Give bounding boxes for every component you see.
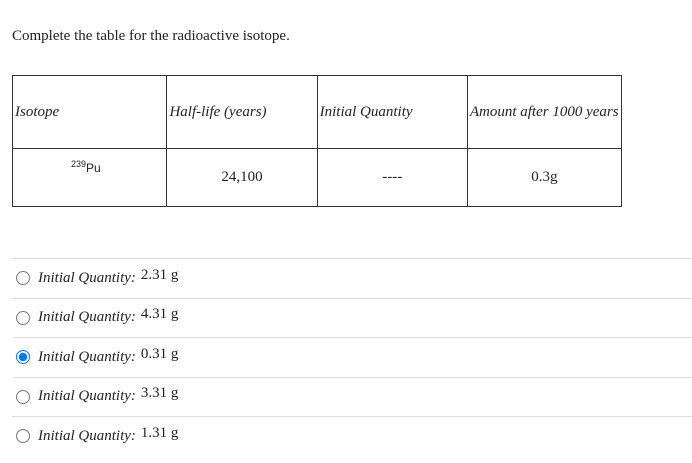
option[interactable]: Initial Quantity: 0.31 g	[12, 337, 692, 376]
cell: 24,100	[166, 148, 318, 207]
option-label: Initial Quantity:	[38, 348, 136, 365]
option-value: 1.31 g	[140, 424, 179, 441]
radio-button[interactable]	[16, 429, 30, 443]
mass-number: 239	[71, 159, 87, 169]
header-cell: Initial Quantity	[316, 75, 468, 149]
radio-button[interactable]	[16, 271, 30, 285]
isotope-cell: 239Pu	[11, 148, 168, 207]
option-value: 3.31 g	[140, 385, 179, 401]
option-label: Initial Quantity:	[38, 309, 136, 325]
radio-button[interactable]	[16, 310, 30, 325]
option-value: 4.31 g	[140, 306, 179, 322]
option-value: 0.31 g	[140, 345, 179, 362]
option[interactable]: Initial Quantity: 4.31 g	[12, 297, 692, 337]
isotope-table: Isotope Half-life (years) Initial Quanti…	[11, 75, 623, 207]
option-label: Initial Quantity:	[38, 269, 136, 286]
header-cell: Isotope	[11, 75, 168, 149]
cell: 0.3g	[466, 148, 623, 207]
header-cell: Amount after 1000 years	[466, 75, 623, 149]
option-value: 2.31 g	[140, 266, 179, 283]
symbol: Pu	[86, 161, 101, 175]
question: Complete the table for the radioactive i…	[12, 28, 290, 44]
option[interactable]: Initial Quantity: 3.31 g	[12, 376, 692, 416]
option-label: Initial Quantity:	[38, 388, 136, 404]
option[interactable]: Initial Quantity: 1.31 g	[12, 416, 692, 455]
option-label: Initial Quantity:	[38, 427, 136, 444]
header-cell: Half-life (years)	[166, 75, 318, 149]
radio-button[interactable]	[16, 350, 30, 364]
option[interactable]: Initial Quantity: 2.31 g	[12, 258, 692, 297]
cell: ----	[316, 148, 468, 207]
radio-button[interactable]	[16, 389, 30, 404]
